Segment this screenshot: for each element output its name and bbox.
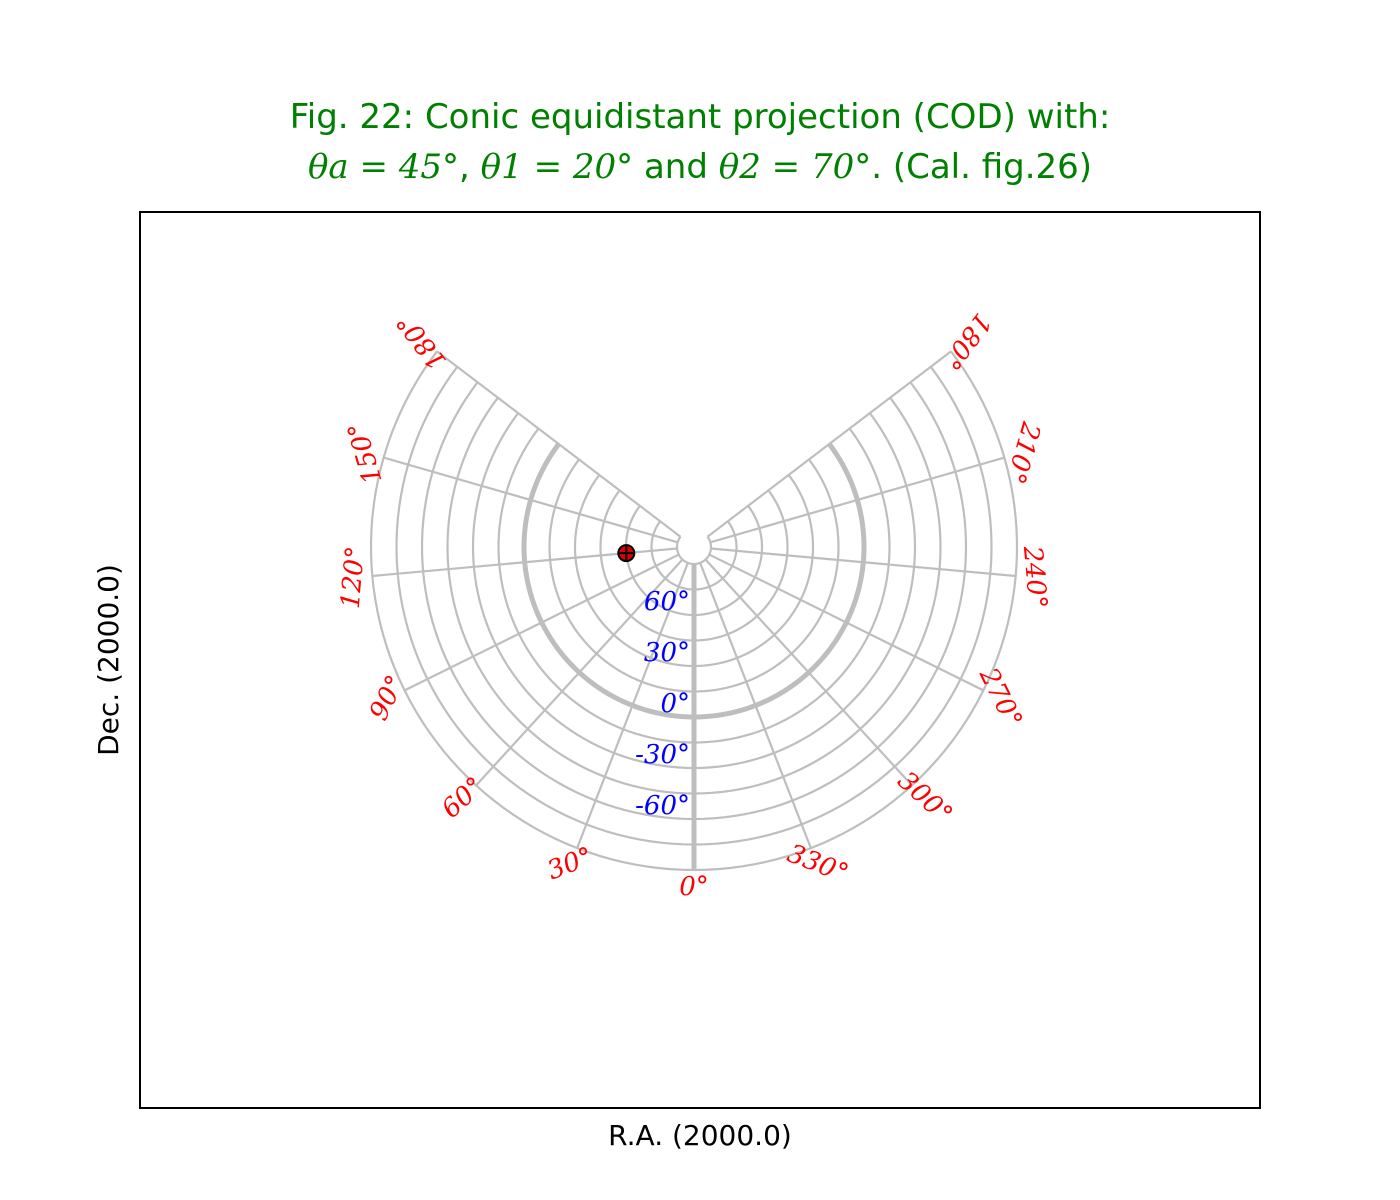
dec-label-m30: -30° (635, 740, 690, 770)
chart-title: Fig. 22: Conic equidistant projection (C… (0, 92, 1400, 192)
ra-label-210: 210° (1000, 418, 1046, 487)
ra-label-240: 240° (1017, 544, 1053, 610)
data-points (617, 544, 636, 563)
ra-label-0: 0° (679, 872, 709, 902)
ra-label-90: 90° (364, 671, 411, 726)
meridian-ra-330 (699, 562, 812, 849)
meridian-ra-90 (404, 553, 680, 692)
meridian-ra-30 (576, 562, 689, 849)
meridian-ra-60 (475, 558, 684, 787)
theta-2-label: θ2 = 70° (718, 147, 872, 187)
ra-label-150: 150° (342, 419, 388, 488)
theta-a-label: θa = 45° (307, 147, 460, 187)
data-point-0 (617, 544, 636, 563)
plot-frame (139, 211, 1261, 1109)
ra-label-120: 120° (336, 545, 371, 610)
meridian-ra-300 (704, 558, 913, 787)
dec-label-30: 30° (644, 638, 690, 668)
x-axis-label: R.A. (2000.0) (608, 1119, 792, 1152)
dec-label-0: 0° (660, 689, 690, 719)
meridian-ra-210 (710, 456, 1005, 544)
title-and: and (633, 147, 719, 187)
ra-label-180-left: 180° (391, 307, 453, 375)
dec-label-m60: -60° (635, 791, 690, 821)
title-sep-1: , (459, 147, 481, 187)
ra-label-30: 30° (543, 842, 597, 887)
meridian-ra-270 (708, 553, 984, 692)
meridian-ra-180 (436, 350, 682, 538)
title-line-2: θa = 45°, θ1 = 20° and θ2 = 70°. (Cal. f… (0, 142, 1400, 192)
y-axis-label: Dec. (2000.0) (92, 564, 125, 756)
dec-label-60: 60° (644, 587, 690, 617)
meridian-ra-150 (383, 456, 678, 544)
meridian-ra-180 (706, 350, 952, 538)
graticule (369, 350, 1019, 872)
theta-1-label: θ1 = 20° (480, 147, 634, 187)
title-tail: . (Cal. fig.26) (871, 147, 1093, 187)
ra-label-180-right: 180° (935, 307, 997, 375)
title-line-1: Fig. 22: Conic equidistant projection (C… (289, 97, 1111, 137)
meridian-ra-240 (710, 547, 1016, 578)
